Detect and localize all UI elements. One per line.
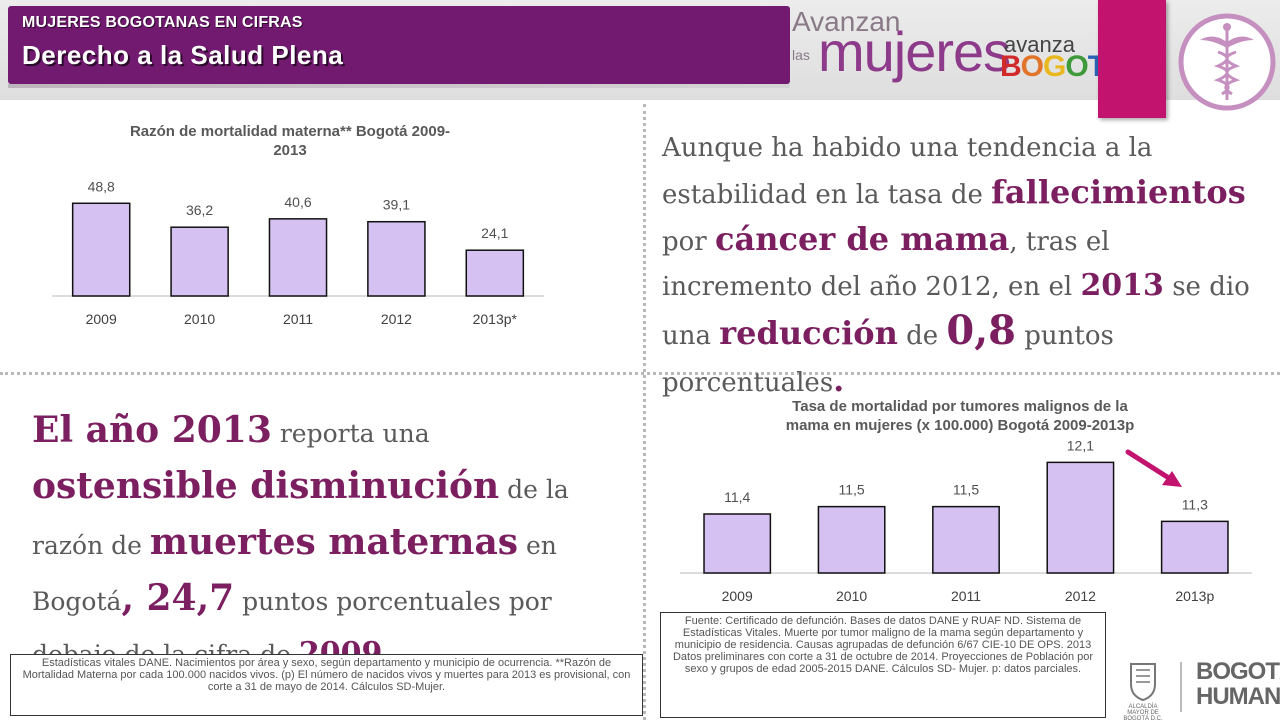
chart-maternal-mortality: 48,8 2009 36,2 2010 40,6 2011 39,1 2012 24,1 2013… bbox=[40, 170, 544, 340]
tick-label-2012: 2012 bbox=[1065, 588, 1096, 604]
quote-breast-cancer: Aunque ha habido una tendencia a la esta… bbox=[662, 133, 1250, 399]
tick-label-2009: 2009 bbox=[722, 588, 753, 604]
data-label-2013p*: 24,1 bbox=[481, 225, 508, 241]
source-note-right: Fuente: Certificado de defunción. Bases … bbox=[660, 612, 1106, 718]
chart1-title: Razón de mortalidad materna** Bogotá 200… bbox=[70, 122, 510, 160]
avanzan-mujeres-logo: Avanzan las mujeres avanza BOGOTÁ bbox=[788, 6, 1127, 88]
bar-2012 bbox=[1046, 461, 1115, 574]
caduceus-icon bbox=[1178, 6, 1276, 118]
bar-2011 bbox=[932, 505, 1000, 574]
data-label-2013p: 11,3 bbox=[1182, 496, 1208, 512]
logo-text-avanza: avanza bbox=[1004, 32, 1075, 57]
data-label-2012: 39,1 bbox=[383, 197, 410, 213]
bogota-humana-line2: HUMANA bbox=[1196, 683, 1280, 710]
logo-divider bbox=[1180, 662, 1182, 712]
bar-2013p bbox=[1160, 520, 1229, 574]
arrow-down-right-icon bbox=[1125, 449, 1175, 483]
data-label-2010: 11,5 bbox=[838, 482, 864, 498]
horizontal-divider bbox=[0, 372, 1280, 375]
page-title: Derecho a la Salud Plena bbox=[22, 40, 344, 70]
data-label-2011: 11,5 bbox=[953, 482, 979, 498]
vertical-divider bbox=[643, 104, 646, 720]
alcaldia-shield-icon bbox=[1128, 660, 1158, 714]
tick-label-2010: 2010 bbox=[184, 311, 215, 327]
tick-label-2013p: 2013p bbox=[1175, 588, 1214, 604]
accent-tab bbox=[1098, 0, 1166, 118]
tick-label-2009: 2009 bbox=[86, 311, 117, 327]
tick-label-2011: 2011 bbox=[951, 588, 981, 604]
arrow-head bbox=[1162, 471, 1182, 487]
bar-2012 bbox=[367, 220, 426, 297]
bogota-humana-logo: BOGOTÁ HUMANA bbox=[1196, 660, 1280, 710]
bar-2010 bbox=[170, 226, 229, 297]
chart2-title-line2: mama en mujeres (x 100.000) Bogotá 2009-… bbox=[785, 417, 1135, 434]
chart2-title-line1: Tasa de mortalidad por tumores malignos … bbox=[792, 398, 1128, 415]
bar-2010 bbox=[817, 505, 886, 574]
data-label-2010: 36,2 bbox=[186, 202, 213, 218]
data-label-2009: 48,8 bbox=[88, 178, 115, 194]
bogota-humana-line1: BOGOTÁ bbox=[1196, 658, 1280, 685]
chart1-svg: 48,8 2009 36,2 2010 40,6 2011 39,1 2012 24,1 2013… bbox=[52, 178, 544, 327]
quote-maternal-deaths: El año 2013 reporta una ostensible dismi… bbox=[32, 409, 569, 671]
source-note-left: Estadísticas vitales DANE. Nacimientos p… bbox=[10, 654, 643, 716]
title-banner: MUJERES BOGOTANAS EN CIFRAS Derecho a la… bbox=[8, 6, 790, 88]
bar-2009 bbox=[71, 202, 131, 297]
data-label-2012: 12,1 bbox=[1067, 437, 1094, 453]
chart-breast-cancer-mortality: 11,4 2009 11,5 2010 11,5 2011 12,1 2012 11,3 2013… bbox=[680, 430, 1260, 610]
chart2-title: Tasa de mortalidad por tumores malignos … bbox=[700, 397, 1220, 435]
data-label-2009: 11,4 bbox=[724, 489, 750, 505]
tick-label-2012: 2012 bbox=[381, 311, 412, 327]
chart1-title-line2: 2013 bbox=[273, 142, 307, 159]
alcaldia-label: ALCALDÍA MAYOR DE BOGOTÁ D.C. bbox=[1123, 704, 1163, 720]
chart2-svg: 11,4 2009 11,5 2010 11,5 2011 12,1 2012 11,3 2013… bbox=[680, 437, 1252, 604]
tick-label-2013p*: 2013p* bbox=[473, 311, 518, 327]
logo-text-mujeres: mujeres bbox=[818, 20, 1011, 83]
data-label-2011: 40,6 bbox=[284, 194, 311, 210]
tick-label-2011: 2011 bbox=[283, 311, 313, 327]
logo-text-avanzan: Avanzan bbox=[792, 6, 901, 37]
chart1-title-line1: Razón de mortalidad materna** Bogotá 200… bbox=[129, 123, 451, 140]
supertitle: MUJERES BOGOTANAS EN CIFRAS bbox=[22, 14, 303, 31]
tick-label-2010: 2010 bbox=[836, 588, 867, 604]
bar-2013p* bbox=[465, 249, 525, 297]
logo-text-las: las bbox=[792, 47, 810, 63]
bar-2009 bbox=[703, 513, 772, 574]
bar-2011 bbox=[268, 218, 328, 297]
